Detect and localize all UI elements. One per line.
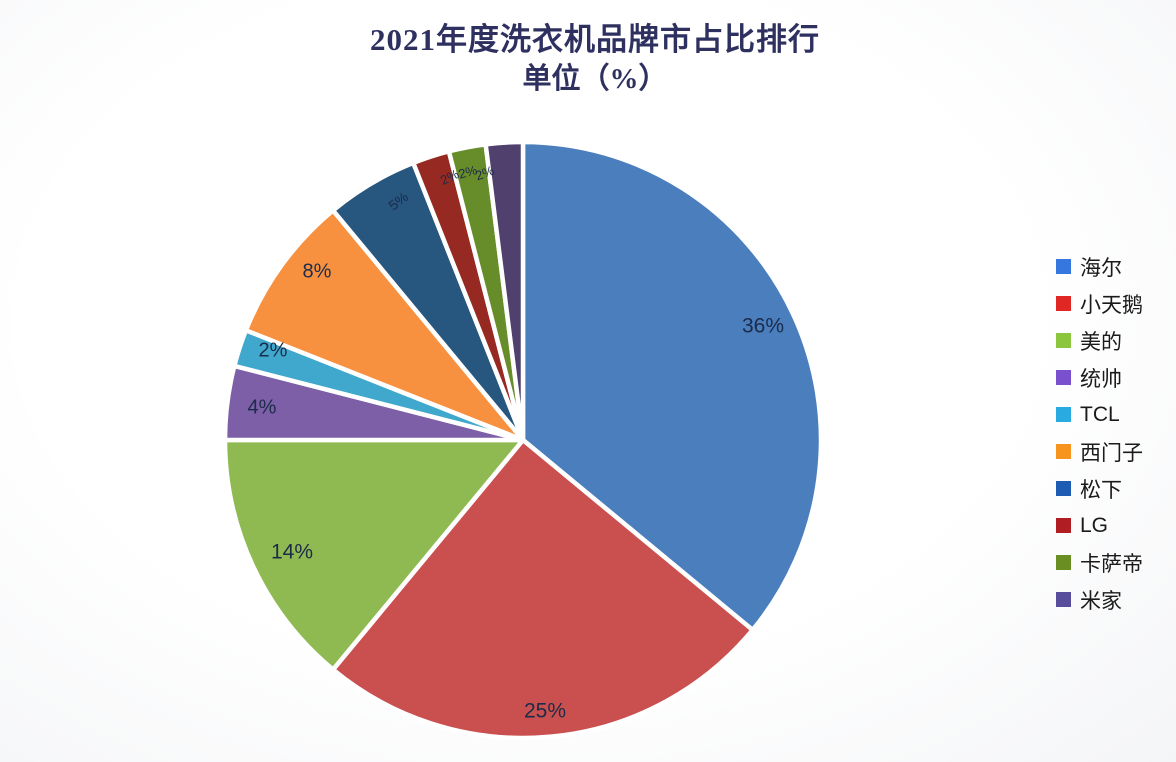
legend-swatch-mijia [1056, 592, 1071, 607]
pie-chart: 36% 25% 14% 4% 2% 8% 5% 2% 2% 2% [213, 130, 833, 750]
pie-slice-label-tcl: 2% [259, 339, 288, 361]
legend-label-midea: 美的 [1080, 330, 1122, 354]
legend-label-haier: 海尔 [1080, 256, 1122, 280]
legend-swatch-siemens [1056, 444, 1071, 459]
pie-slice-label-mijia: 2% [473, 163, 496, 184]
chart-title: 2021年度洗衣机品牌市占比排行 单位（%） [175, 20, 1015, 98]
legend-label-tcl: TCL [1080, 402, 1120, 426]
legend-swatch-littleswan [1056, 296, 1071, 311]
pie-slice-label-casarte: 2% [457, 162, 479, 181]
legend-swatch-leader [1056, 370, 1071, 385]
legend-item-tcl: TCL [1056, 396, 1143, 433]
chart-legend: 海尔小天鹅美的统帅 TCL 西门子松下 LG 卡萨帝米家 [1056, 248, 1143, 618]
pie-slice-label-midea: 14% [271, 541, 313, 564]
legend-item-littleswan: 小天鹅 [1056, 285, 1143, 322]
pie-slice-label-siemens: 8% [303, 260, 332, 282]
legend-item-lg: LG [1056, 507, 1143, 544]
legend-swatch-tcl [1056, 407, 1071, 422]
chart-title-line2: 单位（%） [522, 63, 668, 95]
legend-swatch-casarte [1056, 555, 1071, 570]
legend-label-mijia: 米家 [1080, 589, 1122, 613]
pie-slice-label-haier: 36% [742, 315, 784, 338]
legend-item-panasonic: 松下 [1056, 470, 1143, 507]
legend-item-haier: 海尔 [1056, 248, 1143, 285]
pie-slice-label-lg: 2% [438, 166, 462, 188]
pie-slice-siemens [243, 208, 526, 443]
chart-title-line1: 2021年度洗衣机品牌市占比排行 [370, 22, 820, 57]
pie-slice-littleswan [330, 437, 755, 741]
legend-item-casarte: 卡萨帝 [1056, 544, 1143, 581]
legend-item-leader: 统帅 [1056, 359, 1143, 396]
pie-slice-haier [520, 139, 824, 633]
pie-slice-label-leader: 4% [248, 396, 277, 418]
legend-item-siemens: 西门子 [1056, 433, 1143, 470]
legend-label-lg: LG [1080, 513, 1109, 537]
legend-swatch-lg [1056, 518, 1071, 533]
legend-swatch-panasonic [1056, 481, 1071, 496]
pie-slice-midea [222, 437, 526, 672]
legend-label-littleswan: 小天鹅 [1080, 293, 1143, 317]
pie-chart-svg: 36%25%14%4%2%8%5%2%2%2% [222, 139, 824, 741]
legend-item-mijia: 米家 [1056, 581, 1143, 618]
pie-slice-mijia [483, 139, 526, 443]
legend-label-panasonic: 松下 [1080, 478, 1122, 502]
legend-label-leader: 统帅 [1080, 367, 1122, 391]
legend-item-midea: 美的 [1056, 322, 1143, 359]
pie-slice-label-littleswan: 25% [524, 700, 566, 723]
legend-label-casarte: 卡萨帝 [1080, 552, 1143, 576]
legend-swatch-midea [1056, 333, 1071, 348]
legend-label-siemens: 西门子 [1080, 441, 1143, 465]
legend-swatch-haier [1056, 259, 1071, 274]
